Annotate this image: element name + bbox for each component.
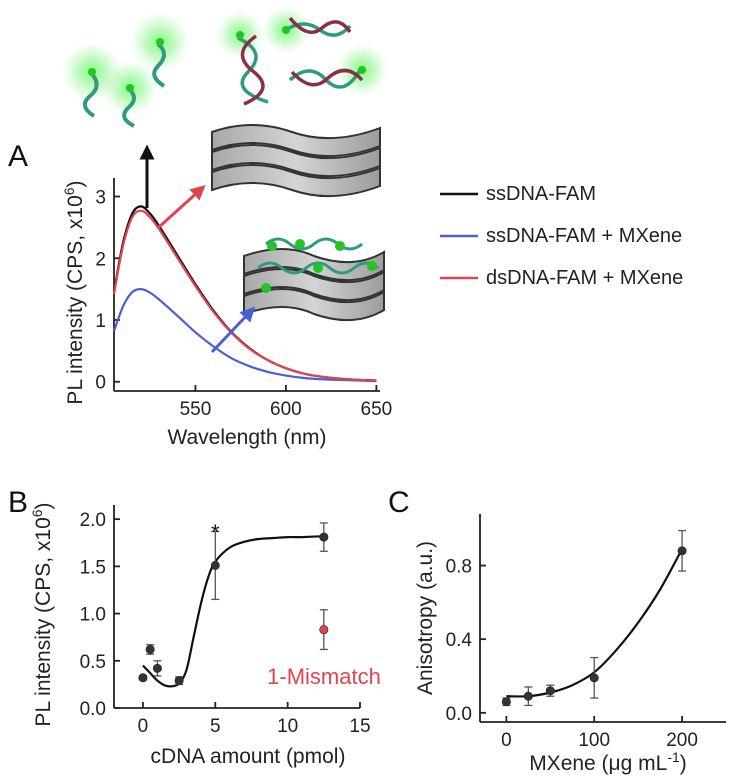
spectrum-line-2 (112, 209, 377, 382)
mxene-sheets-illustration (211, 124, 381, 198)
panel-c-axes (479, 514, 726, 723)
ssdna-strand-icon (122, 86, 136, 128)
panel-a-x-axis-label: Wavelength (nm) (167, 426, 326, 449)
dsdna-helix-icon (240, 34, 265, 106)
legend-entry-0: ssDNA-FAM (486, 183, 596, 205)
y-tick-label: 1.0 (80, 605, 106, 626)
y-tick-label: 2 (95, 249, 106, 270)
legend-entry-2: dsDNA-FAM + MXene (486, 267, 683, 289)
panel-c-y-axis-label: Anisotropy (a.u.) (414, 541, 437, 695)
mxene-sheet-icon (243, 268, 385, 302)
data-point (210, 560, 220, 570)
mismatch-data-point (319, 625, 329, 635)
mxene-adsorbed-dna-illustration (243, 237, 385, 322)
data-point (589, 673, 599, 683)
y-tick-label: 3 (95, 188, 106, 209)
data-point (523, 691, 533, 701)
panel-b-x-axis-label: cDNA amount (pmol) (151, 745, 346, 768)
x-tick-label: 600 (270, 399, 302, 420)
panel-c-x-axis-label: MXene (μg mL-1) (529, 749, 687, 775)
data-point (145, 644, 155, 654)
dsdna-illustration (216, 6, 388, 106)
data-point (319, 532, 329, 542)
free-ssdna-illustration (62, 12, 190, 128)
y-tick-label: 0.8 (446, 557, 472, 578)
x-tick-label: 100 (578, 730, 610, 751)
panel-a-axes (113, 178, 380, 392)
dsdna-helix-icon (290, 68, 364, 87)
data-point (545, 686, 555, 696)
panel-b-axes (113, 505, 361, 709)
x-tick-label: 0 (138, 716, 149, 737)
fit-curve (142, 535, 324, 688)
data-point (152, 663, 162, 673)
panel-c-series (501, 529, 687, 707)
panel-letter-b: B (8, 486, 28, 519)
y-tick-label: 1 (95, 311, 106, 332)
mxene-sheet-icon (211, 144, 381, 178)
x-tick-label: 650 (361, 399, 393, 420)
x-tick-label: 200 (666, 730, 698, 751)
panel-b-tick-labels: 0 5 10 15 0.0 0.5 1.0 1.5 2.0 (80, 510, 371, 737)
ssdna-strand-icon (152, 42, 166, 88)
y-tick-label: 2.0 (80, 510, 106, 531)
y-tick-label: 0.0 (80, 699, 106, 720)
panel-b-series (138, 522, 329, 688)
quench-arrow-icon (210, 306, 256, 354)
data-point (501, 697, 511, 707)
panel-b-titration-chart: 0 5 10 15 0.0 0.5 1.0 1.5 2.0 cDNA amount (pmol)… (29, 502, 381, 768)
x-tick-label: 0 (501, 730, 512, 751)
mxene-sheet-icon (211, 124, 381, 158)
data-point (138, 673, 148, 683)
y-tick-label: 1.5 (80, 557, 106, 578)
panel-letter-a: A (8, 140, 28, 173)
legend-entry-1: ssDNA-FAM + MXene (486, 225, 682, 247)
panel-a-tick-labels: 550 600 650 0 1 2 3 (95, 188, 392, 420)
panel-a-spectrum-chart: 550 600 650 0 1 2 3 Wavelength (nm) PL intensi… (61, 144, 683, 449)
dsdna-helix-icon (288, 16, 352, 34)
panel-b-y-axis-label: PL intensity (CPS, x106) (29, 502, 55, 726)
y-tick-label: 0.0 (446, 704, 472, 725)
panel-a-legend: ssDNA-FAM ssDNA-FAM + MXene dsDNA-FAM + MX… (440, 183, 683, 289)
spectrum-line-1 (112, 287, 377, 383)
ssdna-strand-icon (82, 72, 99, 118)
significance-star: * (211, 520, 220, 545)
dsdna-arrow-icon (156, 184, 206, 230)
y-tick-label: 0 (95, 373, 106, 394)
data-point (677, 546, 687, 556)
mismatch-label: 1-Mismatch (267, 664, 381, 689)
x-tick-label: 5 (210, 716, 221, 737)
x-tick-label: 10 (277, 716, 298, 737)
adsorbed-ssdna-icon (265, 237, 363, 251)
panel-a-y-axis-label: PL intensity (CPS, x106) (61, 180, 87, 404)
panel-c-tick-labels: 0 100 200 0.0 0.4 0.8 (446, 557, 698, 751)
x-tick-label: 550 (180, 399, 212, 420)
panel-a-series (112, 205, 377, 383)
y-tick-label: 0.4 (446, 630, 473, 651)
panel-letter-c: C (388, 486, 410, 519)
panel-c-anisotropy-chart: 0 100 200 0.0 0.4 0.8 MXene (μg mL-1) Anisotr… (414, 514, 726, 775)
data-point (174, 676, 184, 686)
mxene-sheet-icon (211, 164, 381, 198)
dsdna-helix-icon (237, 36, 269, 104)
y-tick-label: 0.5 (80, 652, 106, 673)
mxene-sheet-icon (243, 288, 385, 322)
x-tick-label: 15 (349, 716, 370, 737)
